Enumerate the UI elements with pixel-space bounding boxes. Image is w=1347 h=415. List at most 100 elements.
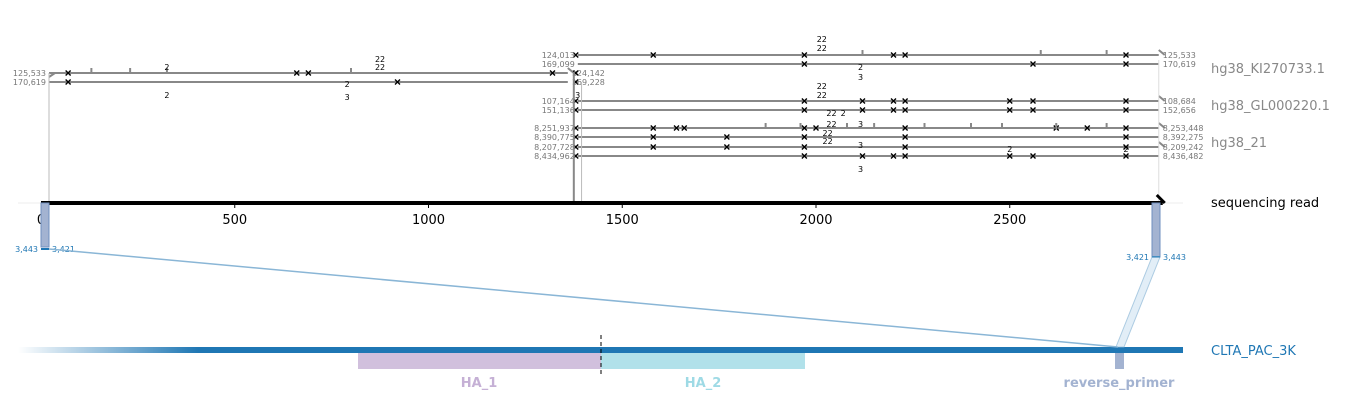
mismatch-top-1-0 (572, 52, 579, 58)
mismatch-top-2-3 (890, 98, 897, 104)
indel-label-3: 3 (345, 93, 350, 102)
reference-alignments (48, 49, 1166, 157)
mismatch-top-1-2 (801, 52, 808, 58)
indel-label-2: 2 (345, 80, 350, 89)
coord-end-bottom-3: 8,392,275 (1163, 133, 1204, 142)
indel-label-14: 22 (823, 137, 833, 146)
coord-end-top-0: 124,142 (572, 69, 605, 78)
mismatch-top-3-4 (801, 125, 808, 131)
mismatch-bottom-1-2 (1123, 61, 1129, 67)
mismatch-bottom-4-4 (902, 153, 909, 159)
indel-label-8: 22 (817, 82, 827, 91)
mismatch-top-3-2 (673, 125, 680, 131)
mismatch-bottom-4-1 (801, 153, 808, 159)
indel-label-18: 3 (858, 141, 863, 150)
coord-start-bottom-4: 8,434,962 (534, 152, 575, 161)
mismatch-bottom-2-7 (1123, 107, 1129, 113)
coord-start-top-3: 8,251,937 (534, 124, 575, 133)
indel-label-9: 22 (817, 91, 827, 100)
mismatch-bottom-4-5 (1006, 153, 1013, 159)
mismatch-bottom-3-3 (801, 134, 808, 140)
mismatch-top-1-3 (890, 52, 897, 58)
primer-hit-right-box (1151, 202, 1161, 258)
target-fade-start (18, 347, 198, 353)
mismatch-top-3-9 (1123, 125, 1129, 131)
feature-ha2-label: HA_2 (685, 376, 722, 391)
indel-label-17: 3 (858, 120, 863, 129)
coord-end-top-4: 8,209,242 (1163, 143, 1204, 152)
primer-hit-left-box (40, 202, 50, 248)
axis-tick-label-1000: 1000 (412, 213, 445, 228)
read-arrowhead (1155, 193, 1166, 205)
mismatch-bottom-2-4 (902, 107, 909, 113)
mismatch-top-2-1 (801, 98, 808, 104)
primer-link-right (1115, 256, 1161, 348)
indel-label-20: 2 (1007, 145, 1012, 154)
reference-label-hg38-21: hg38_21 (1211, 136, 1267, 151)
mismatch-top-4-2 (723, 144, 730, 150)
primer-link-left (48, 248, 1119, 348)
primer-hit-left-start: 3,443 (15, 245, 38, 254)
mismatch-bottom-2-6 (1030, 107, 1036, 113)
target-bar (198, 347, 1183, 353)
indel-label-4: 22 (375, 55, 385, 64)
alignment-1-end-cap (1158, 49, 1166, 56)
coord-start-top-1: 124,013 (542, 51, 575, 60)
mismatch-top-0-2 (305, 70, 312, 76)
mismatch-bottom-4-2 (859, 153, 866, 159)
alignment-4-end-cap (1158, 141, 1166, 148)
reference-label-ki270733: hg38_KI270733.1 (1211, 62, 1325, 77)
mismatch-top-2-4 (902, 98, 909, 104)
coord-end-top-3: 8,253,448 (1163, 124, 1204, 133)
mismatch-bottom-2-1 (801, 107, 808, 113)
feature-ha2-bar (601, 353, 805, 369)
mismatch-bottom-3-2 (723, 134, 730, 140)
mismatch-bottom-2-2 (859, 107, 866, 113)
mismatch-bottom-1-1 (1030, 61, 1036, 67)
indel-label-7: 22 (817, 44, 827, 53)
primer-hit-left-end: 3,421 (52, 245, 75, 254)
alignment-0-start-cap (48, 72, 56, 78)
indel-label-16: 3 (858, 73, 863, 82)
mismatch-bottom-3-1 (650, 134, 657, 140)
mismatch-top-3-5 (813, 125, 819, 131)
alignment-read-links (48, 60, 1160, 203)
mismatch-top-4-1 (650, 144, 657, 150)
mismatch-top-4-5 (1123, 144, 1129, 150)
read-label: sequencing read (1211, 196, 1319, 211)
feature-ha1-bar (358, 353, 601, 369)
feature-reverse-primer-bar (1115, 353, 1124, 369)
mismatch-top-3-1 (650, 125, 657, 131)
mismatch-top-0-3 (549, 70, 556, 76)
axis-tick-label-1500: 1500 (606, 213, 639, 228)
mismatch-top-4-3 (801, 144, 808, 150)
indel-label-5: 22 (375, 63, 385, 72)
mismatch-bottom-4-7 (1123, 153, 1129, 159)
target-track: HA_1 HA_2 reverse_primer 3,443 3,421 3,421 3,4… (15, 202, 1186, 391)
indel-label-21: 2 (1123, 145, 1128, 154)
read-axis: 05001000150020002500 (18, 193, 1183, 228)
reference-label-gl000220: hg38_GL000220.1 (1211, 99, 1330, 114)
indel-label-6: 22 (817, 35, 827, 44)
mismatch-top-3-6 (902, 125, 909, 131)
mismatch-top-4-4 (902, 144, 909, 150)
mismatch-bottom-4-6 (1030, 153, 1036, 159)
mismatch-top-0-0 (65, 70, 72, 76)
mismatch-top-2-6 (1030, 98, 1036, 104)
mismatch-top-2-5 (1006, 98, 1013, 104)
coord-start-bottom-0: 170,619 (13, 78, 46, 87)
mismatch-top-0-1 (293, 70, 300, 76)
mismatch-bottom-3-4 (902, 134, 909, 140)
alignment-0-end-cap (567, 67, 575, 74)
coord-start-top-4: 8,207,728 (534, 143, 575, 152)
coord-start-bottom-2: 151,136 (542, 106, 575, 115)
mismatch-bottom-2-5 (1006, 107, 1013, 113)
axis-tick-label-2500: 2500 (993, 213, 1026, 228)
mismatch-bottom-4-3 (890, 153, 897, 159)
coord-end-bottom-4: 8,436,482 (1163, 152, 1204, 161)
mismatch-bottom-0-1 (394, 79, 401, 85)
indel-label-22: 3 (575, 91, 580, 100)
indel-label-15: 2 (858, 63, 863, 72)
